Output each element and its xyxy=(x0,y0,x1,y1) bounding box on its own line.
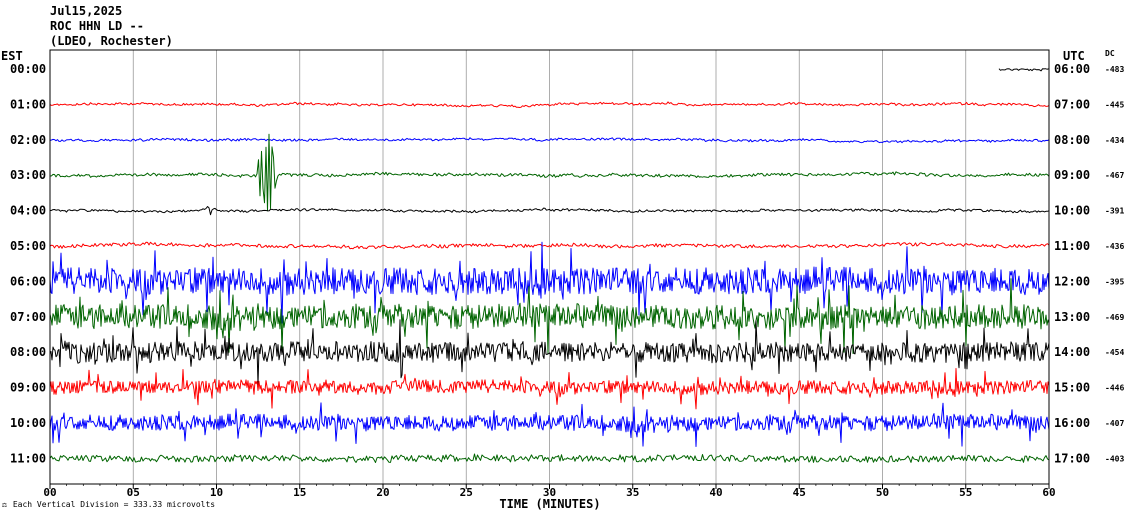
dc-label: -407 xyxy=(1105,419,1124,428)
trace-05:00 xyxy=(49,241,1050,250)
est-label-11:00: 11:00 xyxy=(10,451,46,465)
trace-04:00 xyxy=(49,206,1050,216)
utc-label-06:00: 06:00 xyxy=(1054,62,1090,76)
x-tick-label-40: 40 xyxy=(709,486,722,499)
trace-02:00 xyxy=(49,137,1050,144)
est-label-00:00: 00:00 xyxy=(10,62,46,76)
trace-layer xyxy=(49,68,1050,463)
utc-label-15:00: 15:00 xyxy=(1054,381,1090,395)
header-station: ROC HHN LD -- xyxy=(50,19,144,33)
est-label-04:00: 04:00 xyxy=(10,204,46,218)
est-label-09:00: 09:00 xyxy=(10,381,46,395)
trace-00:00 xyxy=(998,68,1049,72)
x-tick-label-35: 35 xyxy=(626,486,639,499)
dc-label: -446 xyxy=(1105,384,1124,393)
utc-label-17:00: 17:00 xyxy=(1054,451,1090,465)
utc-label-08:00: 08:00 xyxy=(1054,133,1090,147)
dc-label: -454 xyxy=(1105,348,1124,357)
utc-label-12:00: 12:00 xyxy=(1054,274,1090,288)
utc-label-07:00: 07:00 xyxy=(1054,97,1090,111)
x-tick-label-10: 10 xyxy=(210,486,223,499)
x-tick-label-25: 25 xyxy=(460,486,473,499)
scale-note-text: Each Vertical Division = 333.33 microvol… xyxy=(12,500,216,509)
utc-label-16:00: 16:00 xyxy=(1054,416,1090,430)
dc-label: -395 xyxy=(1105,277,1124,286)
trace-09:00 xyxy=(49,368,1050,410)
x-tick-label-00: 00 xyxy=(43,486,56,499)
trace-11:00 xyxy=(49,453,1050,463)
trace-03:00 xyxy=(49,133,1050,212)
dc-label: -391 xyxy=(1105,207,1124,216)
x-tick-label-30: 30 xyxy=(543,486,556,499)
est-label-01:00: 01:00 xyxy=(10,97,46,111)
trace-06:00 xyxy=(49,241,1050,324)
grid-lines xyxy=(132,50,967,484)
dc-label: -403 xyxy=(1105,454,1124,463)
x-tick-label-05: 05 xyxy=(127,486,140,499)
est-label-10:00: 10:00 xyxy=(10,416,46,430)
dc-offset-title: DC xyxy=(1105,49,1115,58)
utc-label-13:00: 13:00 xyxy=(1054,310,1090,324)
label-layer: 00 05 10 15 20 25 30 35 40 45 50 55 60 00:00 06:00 -483… xyxy=(10,62,1124,499)
utc-label-10:00: 10:00 xyxy=(1054,204,1090,218)
est-label-06:00: 06:00 xyxy=(10,274,46,288)
axis-layer xyxy=(49,49,1050,489)
x-tick-label-45: 45 xyxy=(793,486,806,499)
est-label-05:00: 05:00 xyxy=(10,239,46,253)
scale-icon: ⚖ xyxy=(2,500,7,509)
est-label-08:00: 08:00 xyxy=(10,345,46,359)
x-tick-label-55: 55 xyxy=(959,486,972,499)
trace-01:00 xyxy=(49,101,1050,108)
header-date: Jul15,2025 xyxy=(50,4,123,18)
trace-10:00 xyxy=(49,402,1050,447)
trace-08:00 xyxy=(49,319,1050,386)
x-tick-label-60: 60 xyxy=(1042,486,1055,499)
x-tick-label-15: 15 xyxy=(293,486,306,499)
right-timezone-label: UTC xyxy=(1063,49,1085,63)
utc-label-14:00: 14:00 xyxy=(1054,345,1090,359)
utc-label-11:00: 11:00 xyxy=(1054,239,1090,253)
est-label-03:00: 03:00 xyxy=(10,168,46,182)
dc-label: -483 xyxy=(1105,65,1124,74)
x-tick-label-50: 50 xyxy=(876,486,889,499)
trace-07:00 xyxy=(49,278,1050,355)
left-timezone-label: EST xyxy=(1,49,23,63)
scale-note: ⚖ Each Vertical Division = 333.33 microvo… xyxy=(2,500,215,509)
dc-label: -434 xyxy=(1105,136,1124,145)
dc-label: -445 xyxy=(1105,100,1124,109)
dc-label: -469 xyxy=(1105,313,1124,322)
header-network: (LDEO, Rochester) xyxy=(50,34,173,48)
dc-label: -436 xyxy=(1105,242,1124,251)
dc-label: -467 xyxy=(1105,171,1124,180)
x-tick-label-20: 20 xyxy=(376,486,389,499)
est-label-02:00: 02:00 xyxy=(10,133,46,147)
est-label-07:00: 07:00 xyxy=(10,310,46,324)
utc-label-09:00: 09:00 xyxy=(1054,168,1090,182)
x-axis-title: TIME (MINUTES) xyxy=(499,497,601,511)
